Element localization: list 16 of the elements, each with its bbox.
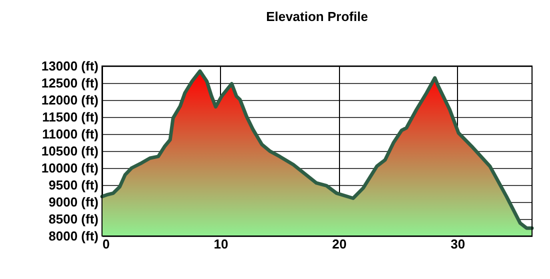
y-tick-label: 12500 (ft) (41, 76, 98, 90)
y-tick-label: 13000 (ft) (41, 58, 98, 74)
x-tick-label: 0 (102, 236, 110, 252)
x-tick-label: 20 (332, 236, 347, 252)
y-tick-label: 11500 (ft) (42, 110, 98, 124)
y-tick-label: 8000 (ft) (48, 228, 98, 244)
y-tick-label: 12000 (ft) (41, 92, 98, 108)
y-tick-label: 8500 (ft) (48, 212, 98, 226)
x-tick-label: 30 (450, 236, 466, 252)
y-tick-label: 9500 (ft) (48, 178, 98, 192)
y-tick-label: 9000 (ft) (48, 194, 98, 210)
y-tick-label: 11000 (ft) (42, 126, 98, 142)
chart-title: Elevation Profile (266, 9, 368, 24)
y-tick-label: 10500 (ft) (41, 144, 98, 158)
x-tick-label: 10 (214, 236, 228, 252)
y-tick-label: 10000 (ft) (41, 160, 98, 176)
